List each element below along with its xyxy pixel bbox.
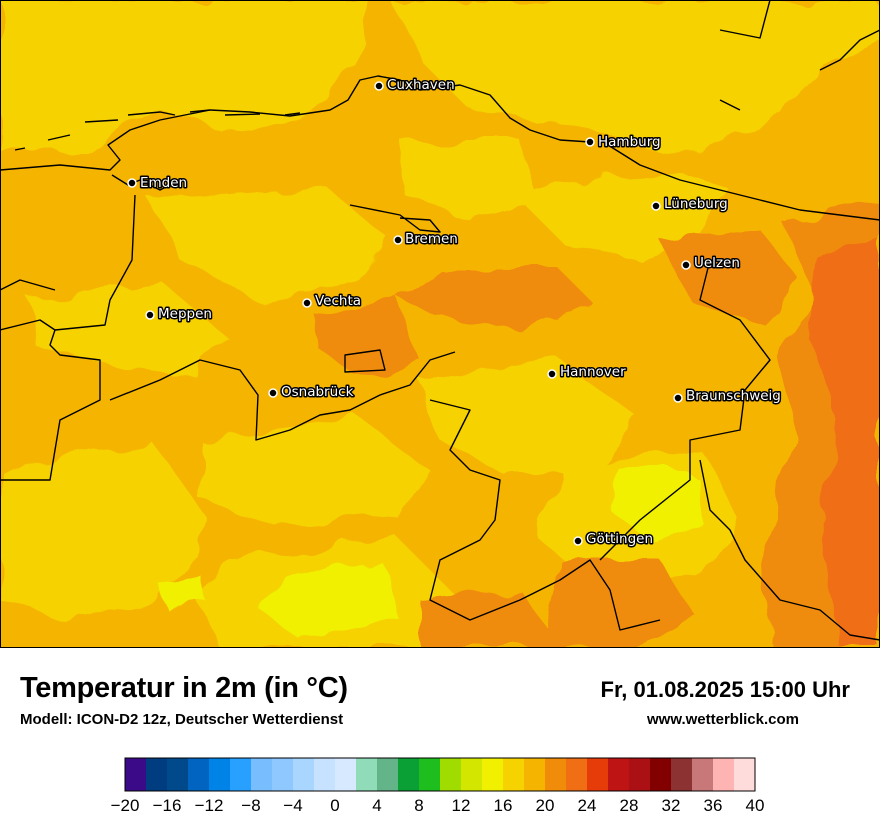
legend-swatch — [419, 758, 441, 791]
city-meppen[interactable]: Meppen — [145, 305, 213, 324]
legend-tick-label: 12 — [452, 796, 471, 815]
legend-tick-label: 36 — [704, 796, 723, 815]
legend-swatch — [545, 758, 567, 791]
city-label-uelzen: Uelzen — [694, 255, 740, 271]
legend-swatch — [125, 758, 147, 791]
legend-swatch — [587, 758, 609, 791]
color-legend: −20 −16 −12 −8 −4 0 4 8 12 16 20 24 28 32 36 40 — [111, 757, 765, 815]
map-title: Temperatur in 2m (in °C) — [20, 672, 348, 704]
legend-swatch — [629, 758, 651, 791]
city-vechta[interactable]: Vechta — [302, 292, 363, 311]
legend-swatch — [692, 758, 714, 791]
city-lueneburg[interactable]: Lüneburg — [651, 195, 729, 214]
legend-swatch — [251, 758, 273, 791]
footer: Temperatur in 2m (in °C) Modell: ICON-D2… — [0, 648, 880, 830]
legend-tick-label: −8 — [241, 796, 260, 815]
city-label-cuxhaven: Cuxhaven — [387, 77, 455, 93]
legend-swatch — [188, 758, 210, 791]
city-hamburg[interactable]: Hamburg — [585, 133, 662, 152]
city-label-lueneburg: Lüneburg — [664, 196, 728, 212]
legend-tick-label: 20 — [536, 796, 555, 815]
city-label-goettingen: Göttingen — [586, 531, 653, 547]
city-label-hamburg: Hamburg — [598, 134, 661, 150]
legend-tick-label: 24 — [578, 796, 597, 815]
legend-tick-label: 4 — [372, 796, 381, 815]
city-emden[interactable]: Emden — [127, 174, 189, 193]
legend-swatches — [124, 757, 756, 792]
legend-swatch — [671, 758, 693, 791]
city-hannover[interactable]: Hannover — [547, 363, 628, 382]
legend-tick-label: −12 — [195, 796, 224, 815]
legend-swatch — [293, 758, 315, 791]
temperature-field — [0, 0, 880, 648]
city-cuxhaven[interactable]: Cuxhaven — [374, 76, 456, 95]
frisian-islands — [14, 109, 301, 151]
legend-swatch — [734, 758, 756, 791]
city-osnabrueck[interactable]: Osnabrück — [268, 383, 355, 402]
city-braunschweig[interactable]: Braunschweig — [673, 387, 782, 406]
legend-swatch — [377, 758, 399, 791]
legend-tick-label: 0 — [330, 796, 339, 815]
legend-tick-label: −20 — [111, 796, 140, 815]
legend-tick-label: −16 — [153, 796, 182, 815]
city-label-bremen: Bremen — [405, 231, 458, 247]
legend-swatch — [230, 758, 252, 791]
legend-swatch — [524, 758, 546, 791]
legend-swatch — [398, 758, 420, 791]
legend-swatch — [167, 758, 189, 791]
website-link[interactable]: www.wetterblick.com — [647, 711, 799, 728]
city-label-braunschweig: Braunschweig — [686, 388, 781, 404]
city-goettingen[interactable]: Göttingen — [573, 530, 655, 549]
legend-border — [124, 757, 756, 792]
legend-swatch — [608, 758, 630, 791]
temperature-map: Cuxhaven Hamburg Emden Lüneburg Bremen U… — [0, 0, 880, 648]
legend-swatch — [356, 758, 378, 791]
legend-tick-label: 8 — [414, 796, 423, 815]
model-info: Modell: ICON-D2 12z, Deutscher Wetterdie… — [20, 711, 344, 728]
legend-swatch — [482, 758, 504, 791]
legend-tick-labels: −20 −16 −12 −8 −4 0 4 8 12 16 20 24 28 32 36 40 — [111, 796, 765, 815]
legend-tick-label: −4 — [283, 796, 302, 815]
city-label-osnabrueck: Osnabrück — [281, 384, 354, 400]
city-bremen[interactable]: Bremen — [393, 230, 459, 249]
legend-swatch — [335, 758, 357, 791]
legend-tick-label: 28 — [620, 796, 639, 815]
legend-tick-label: 16 — [494, 796, 513, 815]
legend-swatch — [440, 758, 462, 791]
legend-swatch — [314, 758, 336, 791]
legend-swatch — [146, 758, 168, 791]
city-label-vechta: Vechta — [315, 293, 361, 309]
legend-tick-label: 32 — [662, 796, 681, 815]
coastlines-borders — [0, 0, 880, 641]
legend-tick-label: 40 — [746, 796, 765, 815]
legend-swatch — [272, 758, 294, 791]
city-label-meppen: Meppen — [158, 306, 212, 322]
legend-swatch — [209, 758, 231, 791]
legend-swatch — [713, 758, 735, 791]
legend-swatch — [461, 758, 483, 791]
legend-swatch — [566, 758, 588, 791]
legend-swatch — [650, 758, 672, 791]
forecast-datetime: Fr, 01.08.2025 15:00 Uhr — [600, 677, 851, 702]
city-markers: Cuxhaven Hamburg Emden Lüneburg Bremen U… — [127, 76, 782, 549]
legend-swatch — [503, 758, 525, 791]
city-uelzen[interactable]: Uelzen — [681, 254, 741, 273]
city-label-hannover: Hannover — [560, 364, 626, 380]
city-label-emden: Emden — [140, 175, 187, 191]
